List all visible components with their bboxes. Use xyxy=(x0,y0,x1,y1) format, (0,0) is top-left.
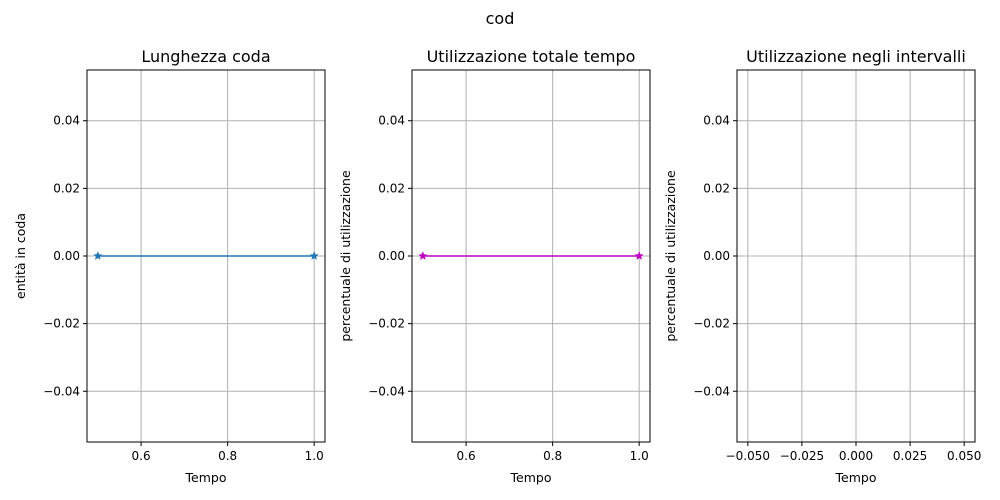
data-point xyxy=(634,251,644,260)
y-tick-label: −0.04 xyxy=(368,384,405,398)
x-tick-label: 0.8 xyxy=(218,449,237,463)
x-axis-label: Tempo xyxy=(835,470,877,485)
data-point xyxy=(93,251,103,260)
y-tick-label: −0.02 xyxy=(368,317,405,331)
y-tick-label: 0.04 xyxy=(703,114,730,128)
x-tick-label: 0.000 xyxy=(839,449,873,463)
data-point xyxy=(309,251,319,260)
y-tick-label: 0.04 xyxy=(378,114,405,128)
subplot-title: Lunghezza coda xyxy=(141,47,270,66)
y-tick-label: −0.02 xyxy=(693,317,730,331)
y-tick-label: 0.00 xyxy=(703,249,730,263)
subplot-title: Utilizzazione negli intervalli xyxy=(746,47,966,66)
x-tick-label: 0.050 xyxy=(947,449,981,463)
subplot-title: Utilizzazione totale tempo xyxy=(427,47,636,66)
y-axis-label: percentuale di utilizzazione xyxy=(663,170,678,342)
y-tick-label: −0.04 xyxy=(43,384,80,398)
x-tick-label: 0.8 xyxy=(543,449,562,463)
x-tick-label: 0.6 xyxy=(132,449,151,463)
subplot-1: 0.6 0.8 1.0 −0.04 −0.02 0.00 0.02 0.04 Lunghezza… xyxy=(13,47,326,485)
y-tick-label: 0.00 xyxy=(378,249,405,263)
figure-suptitle: cod xyxy=(486,9,515,28)
x-tick-label: 0.6 xyxy=(457,449,476,463)
x-tick-label: 0.025 xyxy=(893,449,927,463)
y-tick-label: 0.02 xyxy=(703,181,730,195)
data-point xyxy=(418,251,428,260)
x-tick-label: 1.0 xyxy=(630,449,649,463)
y-tick-label: −0.04 xyxy=(693,384,730,398)
y-tick-label: 0.02 xyxy=(53,181,80,195)
x-tick-label: 1.0 xyxy=(305,449,324,463)
subplot-3: −0.050 −0.025 0.000 0.025 0.050 −0.04 −0.02 0.0… xyxy=(663,47,981,485)
y-tick-label: −0.02 xyxy=(43,317,80,331)
x-tick-label: −0.025 xyxy=(780,449,824,463)
y-tick-label: 0.00 xyxy=(53,249,80,263)
x-tick-label: −0.050 xyxy=(726,449,770,463)
x-axis-label: Tempo xyxy=(510,470,552,485)
y-axis-label: percentuale di utilizzazione xyxy=(338,170,353,342)
y-tick-label: 0.02 xyxy=(378,181,405,195)
y-tick-label: 0.04 xyxy=(53,114,80,128)
subplot-2: 0.6 0.8 1.0 −0.04 −0.02 0.00 0.02 0.04 Utilizzaz… xyxy=(338,47,651,485)
x-axis-label: Tempo xyxy=(185,470,227,485)
y-axis-label: entità in coda xyxy=(13,213,28,299)
